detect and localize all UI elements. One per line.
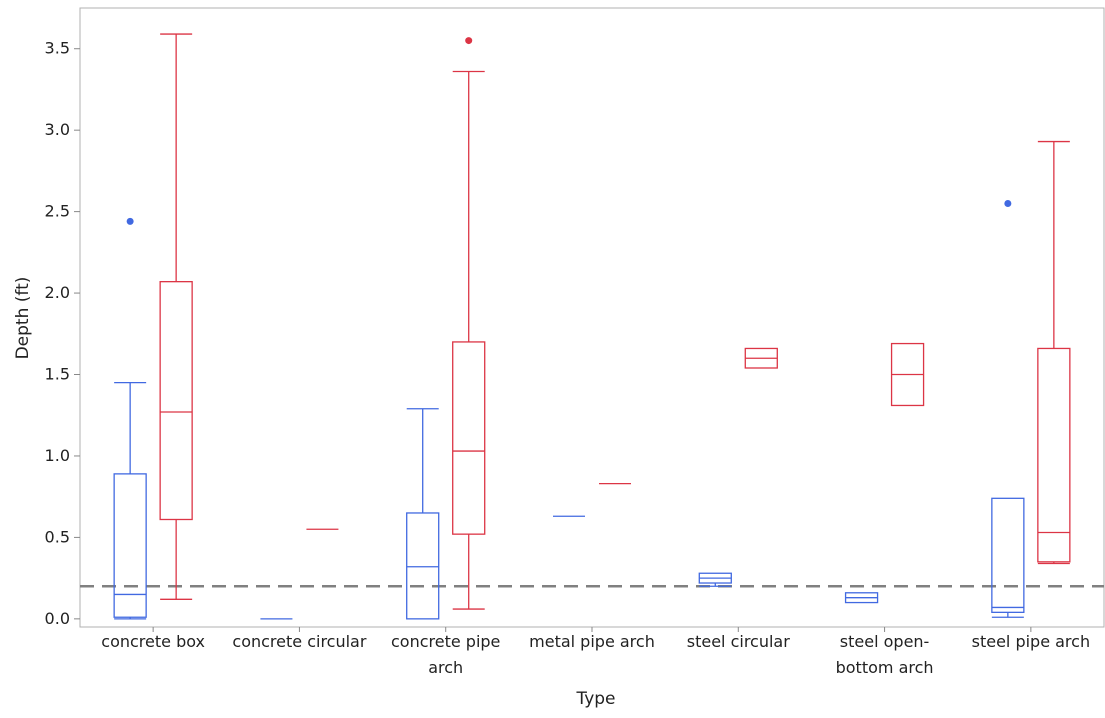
y-tick-label: 0.0 xyxy=(45,609,70,628)
x-axis-title: Type xyxy=(575,689,615,709)
box-iqr xyxy=(406,512,440,620)
box-series2-cat3 xyxy=(452,37,486,610)
box-iqr xyxy=(452,341,486,535)
y-axis: 0.0 0.5 1.0 1.5 2.0 2.5 3.0 3.5 xyxy=(45,39,80,628)
box-series2-cat5 xyxy=(744,347,778,369)
box-iqr xyxy=(991,497,1025,613)
x-tick-label: bottom arch xyxy=(836,658,934,677)
x-tick-label: steel pipe arch xyxy=(972,632,1090,651)
box-iqr xyxy=(1037,347,1071,563)
y-tick-label: 1.5 xyxy=(45,365,70,384)
box-iqr xyxy=(113,473,147,618)
y-axis-title: Depth (ft) xyxy=(13,277,33,360)
x-tick-label: metal pipe arch xyxy=(529,632,655,651)
x-tick-label: concrete circular xyxy=(232,632,366,651)
outlier-point xyxy=(465,37,473,45)
box-iqr xyxy=(159,281,193,521)
box-series1-cat1 xyxy=(113,217,147,620)
x-tick-label: concrete pipe xyxy=(391,632,500,651)
boxes-layer xyxy=(113,33,1071,620)
y-tick-label: 3.5 xyxy=(45,39,70,58)
y-tick-label: 2.5 xyxy=(45,202,70,221)
outlier-point xyxy=(1004,199,1012,207)
box-series1-cat6 xyxy=(844,592,879,604)
y-tick-label: 3.0 xyxy=(45,120,70,139)
box-series2-cat7 xyxy=(1037,140,1071,565)
box-series2-cat1 xyxy=(159,33,193,600)
box-series1-cat7 xyxy=(991,199,1025,618)
outlier-point xyxy=(126,217,134,225)
y-tick-label: 0.5 xyxy=(45,527,70,546)
box-series2-cat6 xyxy=(890,342,925,407)
x-tick-label: steel circular xyxy=(687,632,790,651)
y-tick-label: 2.0 xyxy=(45,283,70,302)
x-tick-label: concrete box xyxy=(101,632,205,651)
x-tick-label: arch xyxy=(428,658,463,677)
box-series1-cat3 xyxy=(406,408,440,620)
y-tick-label: 1.0 xyxy=(45,446,70,465)
x-axis: concrete box concrete circular concrete pi… xyxy=(101,627,1090,677)
plot-area-frame xyxy=(79,7,1105,628)
box-series1-cat5 xyxy=(698,572,732,587)
x-tick-label: steel open- xyxy=(840,632,930,651)
